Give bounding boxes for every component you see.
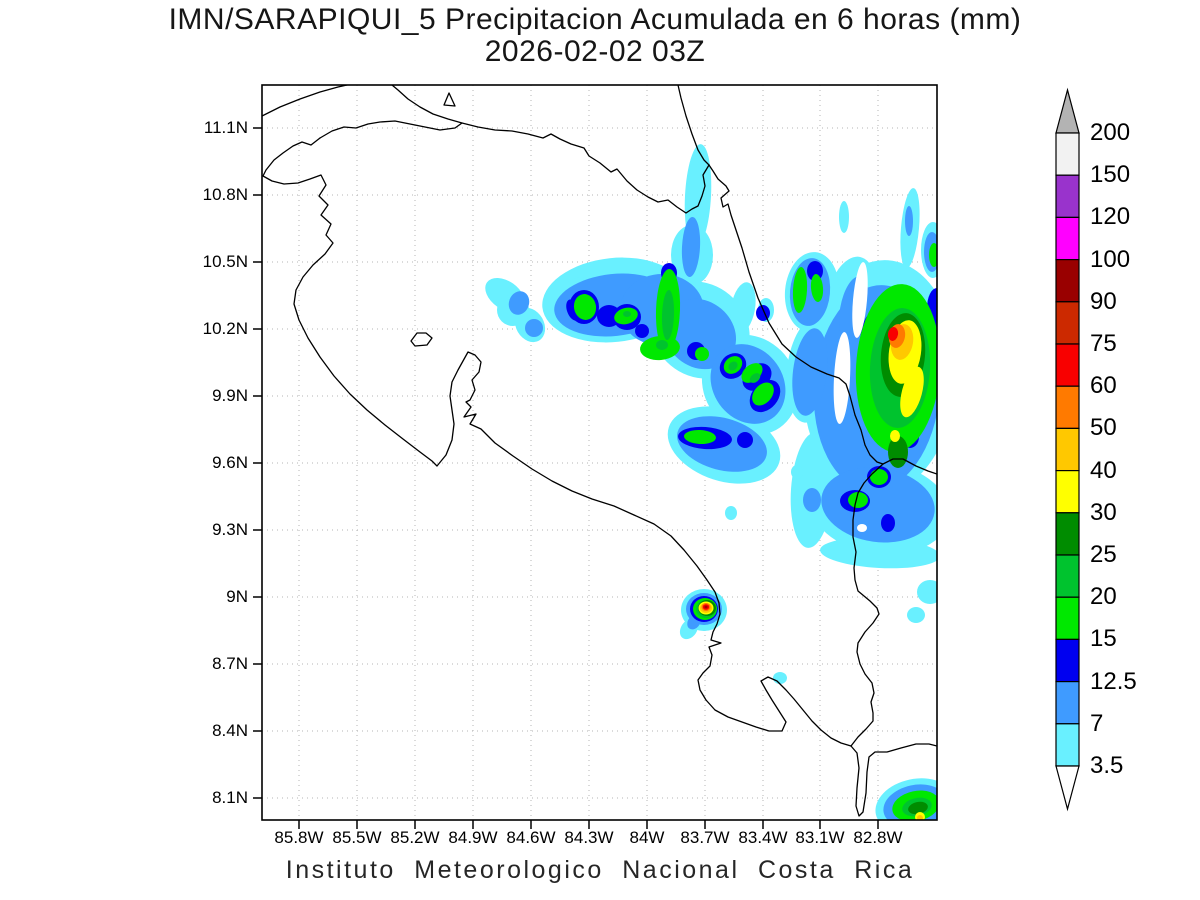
colorbar-label-15: 15 xyxy=(1090,625,1117,653)
colorbar-cell-100-120 xyxy=(1055,216,1080,261)
colorbar-cell-90-100 xyxy=(1055,259,1080,303)
lon-label-85.5W: 85.5W xyxy=(332,828,382,847)
colorbar-cell-12.5-15 xyxy=(1055,638,1080,683)
lon-label-84.6W: 84.6W xyxy=(506,828,556,847)
colorbar-cell-120-150 xyxy=(1055,174,1080,218)
colorbar-arrow-top xyxy=(1055,87,1080,134)
colorbar-cell-3.5-7 xyxy=(1055,723,1080,767)
lon-label-84W: 84W xyxy=(629,828,665,847)
colorbar-label-3.5: 3.5 xyxy=(1090,752,1124,779)
nicaragua-pacific-coast xyxy=(262,85,348,117)
lat-label-9.9N: 9.9N xyxy=(212,386,248,405)
colorbar-label-75: 75 xyxy=(1090,330,1117,357)
colorbar-cell-7-12.5 xyxy=(1055,680,1080,725)
footer-credit: Instituto Meteorologico Nacional Costa R… xyxy=(285,856,915,884)
costarica-caribbean-coast xyxy=(708,164,937,475)
lake-island xyxy=(443,92,456,107)
precipitation-shading xyxy=(485,144,937,820)
colorbar-cell-50-60 xyxy=(1055,385,1080,430)
lat-label-9N: 9N xyxy=(226,587,248,606)
colorbar-label-200: 200 xyxy=(1090,119,1131,146)
colorbar-cell-60-75 xyxy=(1055,343,1080,387)
coastline-borders xyxy=(262,85,937,817)
lake-arenal xyxy=(410,332,433,347)
panama-border xyxy=(850,463,884,747)
colorbar-label-150: 150 xyxy=(1090,161,1131,189)
colorbar-label-50: 50 xyxy=(1090,414,1117,442)
lat-label-9.3N: 9.3N xyxy=(212,520,248,539)
lon-label-83.1W: 83.1W xyxy=(795,828,845,847)
colorbar-label-12.5: 12.5 xyxy=(1090,667,1137,695)
colorbar-label-40: 40 xyxy=(1090,456,1117,484)
colorbar-label-30: 30 xyxy=(1090,498,1117,526)
lat-label-10.2N: 10.2N xyxy=(202,319,248,338)
lat-label-8.7N: 8.7N xyxy=(212,654,248,673)
lon-label-82.8W: 82.8W xyxy=(853,828,903,847)
lon-label-84.3W: 84.3W xyxy=(564,828,614,847)
precip-level-75 xyxy=(704,605,708,609)
colorbar-cell-20-25 xyxy=(1055,554,1080,598)
colorbar-cell-40-50 xyxy=(1055,427,1080,472)
colorbar-cell-75-90 xyxy=(1055,301,1080,345)
lat-label-11.1N: 11.1N xyxy=(203,118,248,137)
lon-label-85.2W: 85.2W xyxy=(390,828,440,847)
lat-label-10.8N: 10.8N xyxy=(202,185,248,204)
map-frame xyxy=(261,84,938,821)
lat-label-8.4N: 8.4N xyxy=(212,721,248,740)
colorbar-label-20: 20 xyxy=(1090,583,1117,611)
nicaragua-border-sanjuan xyxy=(319,120,710,214)
lat-label-9.6N: 9.6N xyxy=(212,453,248,472)
colorbar-label-100: 100 xyxy=(1090,245,1131,273)
lat-label-8.1N: 8.1N xyxy=(212,788,248,807)
figure-title: IMN/SARAPIQUI_5 Precipitacion Acumulada … xyxy=(168,3,1022,36)
punta-burica-panama-coast xyxy=(850,743,937,817)
colorbar-label-120: 120 xyxy=(1090,203,1131,231)
lon-label-85.8W: 85.8W xyxy=(274,828,324,847)
colorbar-label-25: 25 xyxy=(1090,541,1117,568)
lat-label-10.5N: 10.5N xyxy=(202,252,248,271)
precip-gaps xyxy=(833,262,868,532)
lon-label-83.7W: 83.7W xyxy=(680,828,730,847)
colorbar-label-90: 90 xyxy=(1090,287,1117,315)
colorbar-label-7: 7 xyxy=(1090,709,1104,737)
colorbar-cell-15-20 xyxy=(1055,596,1080,641)
lake-nicaragua-shore xyxy=(391,85,463,124)
lon-label-84.9W: 84.9W xyxy=(448,828,498,847)
colorbar-arrow-bottom xyxy=(1055,765,1080,812)
costarica-pacific-coast xyxy=(262,137,852,747)
colorbar-cell-30-40 xyxy=(1055,470,1080,514)
colorbar-cell-150-200 xyxy=(1055,132,1080,176)
lon-label-83.4W: 83.4W xyxy=(738,828,788,847)
colorbar-label-60: 60 xyxy=(1090,372,1117,400)
axis-ticks xyxy=(253,127,879,829)
figure-datetime: 2026-02-02 03Z xyxy=(484,35,706,68)
nicaragua-caribbean-coast xyxy=(677,85,710,166)
colorbar-cell-25-30 xyxy=(1055,512,1080,556)
colorbar xyxy=(1055,87,1080,812)
